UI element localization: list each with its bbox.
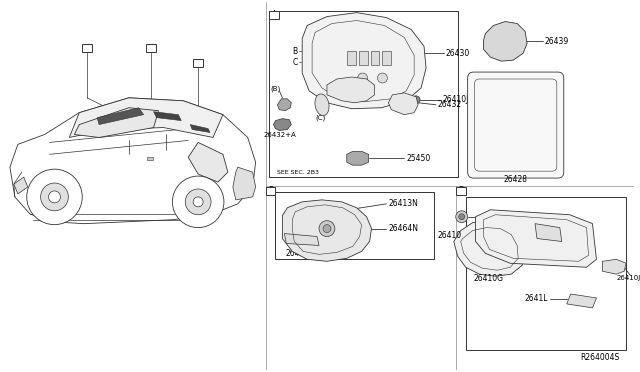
- Text: R264004S: R264004S: [580, 353, 620, 362]
- Text: D: D: [458, 186, 463, 195]
- Text: 26430: 26430: [446, 49, 470, 58]
- Circle shape: [193, 197, 203, 207]
- Polygon shape: [10, 98, 255, 224]
- Circle shape: [358, 73, 367, 83]
- Polygon shape: [190, 125, 210, 132]
- Text: 26432: 26432: [438, 100, 462, 109]
- Text: 26461: 26461: [285, 249, 309, 258]
- Polygon shape: [147, 157, 152, 160]
- Text: A: A: [272, 10, 277, 19]
- Text: A: A: [84, 44, 90, 53]
- Bar: [269, 11, 458, 177]
- Circle shape: [185, 189, 211, 215]
- Polygon shape: [97, 108, 143, 125]
- Bar: [466, 197, 626, 350]
- Bar: [347, 51, 356, 65]
- Circle shape: [319, 221, 335, 237]
- Text: (C): (C): [315, 114, 325, 121]
- Polygon shape: [14, 177, 28, 194]
- Polygon shape: [388, 93, 418, 115]
- Text: 26410J: 26410J: [616, 275, 640, 281]
- Polygon shape: [567, 294, 596, 308]
- Polygon shape: [454, 221, 527, 276]
- Bar: [383, 51, 391, 65]
- Text: D: D: [195, 59, 201, 68]
- Polygon shape: [284, 234, 319, 246]
- Polygon shape: [347, 151, 369, 165]
- Polygon shape: [233, 167, 255, 200]
- Bar: [371, 51, 380, 65]
- Circle shape: [323, 225, 331, 232]
- Text: 25450: 25450: [406, 154, 431, 163]
- Text: 26432+A: 26432+A: [263, 132, 296, 138]
- Bar: [193, 59, 203, 67]
- Polygon shape: [483, 22, 527, 61]
- Polygon shape: [327, 77, 374, 103]
- Bar: [275, 192, 434, 259]
- Polygon shape: [277, 99, 291, 111]
- Text: 26410G: 26410G: [474, 274, 504, 283]
- Polygon shape: [476, 210, 596, 267]
- Circle shape: [49, 191, 60, 203]
- Circle shape: [412, 96, 420, 104]
- Circle shape: [378, 73, 387, 83]
- Polygon shape: [154, 112, 181, 121]
- Polygon shape: [69, 98, 223, 137]
- Text: 2641L: 2641L: [524, 295, 548, 304]
- Text: SEE SEC. 2B3: SEE SEC. 2B3: [277, 170, 319, 174]
- Text: 26439: 26439: [545, 37, 569, 46]
- Bar: [146, 44, 156, 52]
- Text: (B): (B): [270, 86, 280, 92]
- Polygon shape: [74, 108, 159, 137]
- Polygon shape: [282, 200, 372, 261]
- Polygon shape: [302, 13, 426, 109]
- Text: 26410JA: 26410JA: [486, 212, 517, 221]
- Bar: [358, 51, 367, 65]
- Polygon shape: [188, 142, 228, 182]
- Text: B: B: [292, 47, 298, 56]
- Text: B: B: [268, 186, 273, 195]
- Bar: [269, 11, 280, 19]
- Circle shape: [27, 169, 82, 225]
- Bar: [266, 187, 275, 195]
- Circle shape: [172, 176, 224, 228]
- Text: 26410JB: 26410JB: [443, 95, 474, 104]
- Polygon shape: [273, 119, 291, 131]
- Text: B: B: [148, 44, 153, 53]
- Circle shape: [456, 211, 468, 223]
- Text: 26410: 26410: [438, 231, 461, 240]
- Text: 26413N: 26413N: [388, 199, 419, 208]
- Polygon shape: [602, 259, 626, 274]
- Bar: [456, 187, 466, 195]
- Text: 26428: 26428: [503, 174, 527, 183]
- Text: C: C: [292, 58, 298, 67]
- Circle shape: [40, 183, 68, 211]
- Ellipse shape: [315, 94, 329, 116]
- Polygon shape: [535, 224, 562, 241]
- FancyBboxPatch shape: [468, 72, 564, 178]
- Text: 26464N: 26464N: [388, 224, 419, 233]
- Bar: [82, 44, 92, 52]
- Circle shape: [459, 214, 465, 220]
